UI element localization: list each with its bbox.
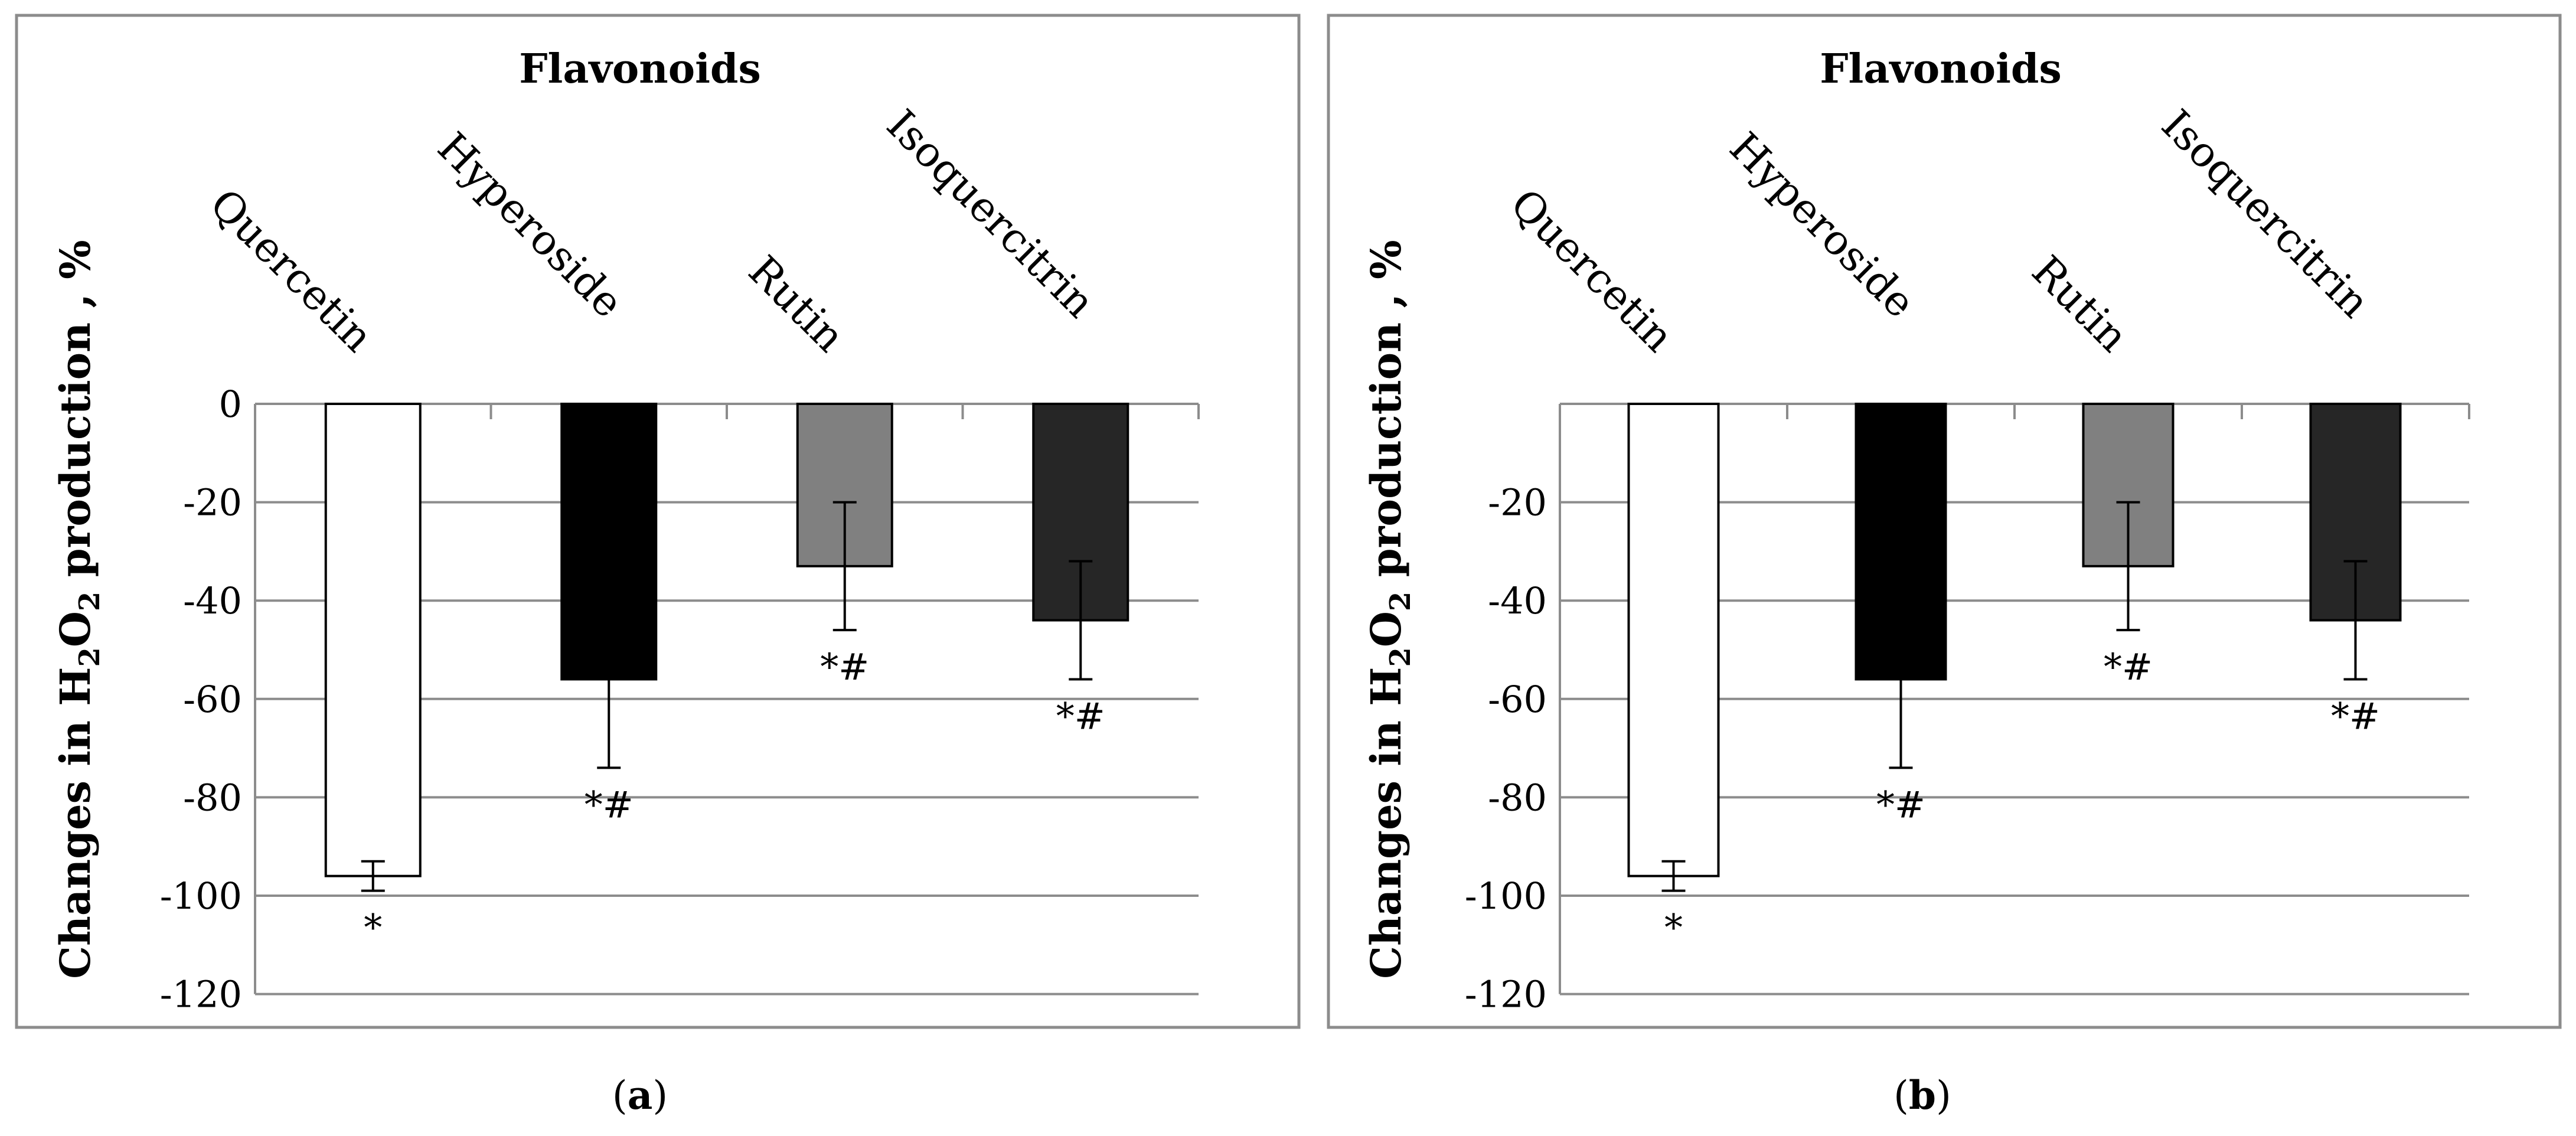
- caption-close: ): [1936, 1073, 1951, 1118]
- y-tick-label: -80: [183, 776, 242, 819]
- caption-letter: b: [1909, 1072, 1936, 1118]
- ylabel-suffix: production , %: [51, 240, 100, 591]
- caption-open: (: [612, 1073, 628, 1118]
- y-tick-label: -60: [1488, 678, 1547, 721]
- ylabel-sub1: 2: [73, 647, 106, 667]
- ylabel-suffix: production , %: [1362, 240, 1411, 591]
- ylabel-mid: O: [51, 611, 100, 647]
- panel-a: Flavonoids Quercetin Hyperoside Rutin Isoqu…: [15, 14, 1301, 1118]
- panel-caption: (b): [1893, 1072, 1951, 1118]
- ylabel-sub2: 2: [73, 592, 106, 611]
- y-tick-label: -80: [1488, 776, 1547, 819]
- significance-label: *: [364, 906, 382, 949]
- ylabel-sub1: 2: [1384, 647, 1417, 667]
- significance-label: *#: [1056, 694, 1105, 737]
- y-tick-label: 0: [219, 383, 242, 426]
- significance-label: *#: [2331, 694, 2380, 737]
- y-tick-label: -20: [1488, 481, 1547, 524]
- significance-label: *: [1664, 906, 1683, 949]
- y-tick-label: -40: [183, 579, 242, 622]
- caption-letter: a: [628, 1072, 653, 1118]
- chart-title: Flavonoids: [519, 45, 761, 93]
- caption-close: ): [652, 1073, 668, 1118]
- bar: [324, 403, 422, 877]
- ylabel-prefix: Changes in H: [1362, 667, 1411, 979]
- significance-label: *#: [585, 783, 634, 826]
- y-tick-label: -20: [183, 481, 242, 524]
- y-tick-label: -60: [183, 678, 242, 721]
- significance-label: *#: [2104, 645, 2153, 688]
- chart-title: Flavonoids: [1820, 45, 2062, 93]
- panel-b: Flavonoids Quercetin Hyperoside Rutin Isoqu…: [1327, 14, 2562, 1118]
- ylabel-mid: O: [1362, 611, 1411, 647]
- ylabel-sub2: 2: [1384, 592, 1417, 611]
- panel-caption: (a): [612, 1072, 668, 1118]
- y-tick-label: -120: [1465, 973, 1547, 1016]
- y-axis-label: Changes in H2O2 production , %: [1362, 240, 1417, 978]
- y-tick-label: -120: [160, 973, 242, 1016]
- y-tick-label: -40: [1488, 579, 1547, 622]
- bar: [1627, 403, 1720, 877]
- y-tick-label: -100: [1465, 874, 1547, 918]
- ylabel-prefix: Changes in H: [51, 667, 100, 979]
- significance-label: *#: [1876, 783, 1925, 826]
- caption-open: (: [1893, 1073, 1909, 1118]
- significance-label: *#: [820, 645, 869, 688]
- y-tick-label: -100: [160, 874, 242, 918]
- y-axis-label: Changes in H2O2 production , %: [51, 240, 106, 978]
